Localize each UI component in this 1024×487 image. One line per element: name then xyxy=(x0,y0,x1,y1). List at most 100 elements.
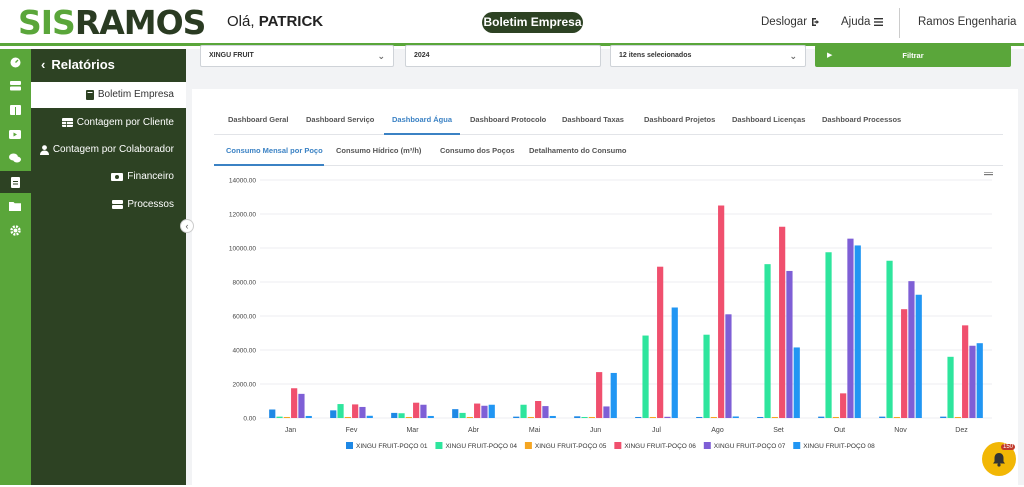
bar xyxy=(657,266,664,418)
bar xyxy=(520,404,527,418)
legend-label: XINGU FRUIT-POÇO 04 xyxy=(445,443,517,450)
tab-dashboard-projetos[interactable]: Dashboard Projetos xyxy=(644,115,716,124)
bar xyxy=(635,416,642,418)
x-tick-label: Out xyxy=(834,427,845,434)
sidebar-title[interactable]: ‹ Relatórios xyxy=(41,57,115,72)
bar xyxy=(352,404,359,418)
x-tick-label: Abr xyxy=(468,427,480,434)
bar xyxy=(610,372,617,418)
bar xyxy=(413,402,420,418)
year-select[interactable]: 2024 xyxy=(405,45,601,67)
tab-dashboard-processos[interactable]: Dashboard Processos xyxy=(822,115,902,124)
chevron-down-icon: ⌄ xyxy=(789,51,797,61)
legend-swatch xyxy=(346,442,353,449)
bar xyxy=(581,416,588,418)
bar xyxy=(466,416,473,418)
bar xyxy=(359,406,366,418)
bar xyxy=(298,393,305,418)
bar xyxy=(793,347,800,418)
legend-label: XINGU FRUIT-POÇO 08 xyxy=(803,443,875,450)
bar xyxy=(671,307,678,418)
subtab-consumo-hidrico[interactable]: Consumo Hídrico (m³/h) xyxy=(336,146,422,155)
bar xyxy=(940,416,947,418)
chat-icon[interactable] xyxy=(8,151,22,165)
server-stack-icon[interactable] xyxy=(8,79,22,93)
sidebar-item-contagem-colaborador[interactable]: Contagem por Colaborador xyxy=(39,144,174,155)
x-tick-label: Dez xyxy=(955,427,968,434)
reports-sidebar: ‹ Relatórios Boletim Empresa Contagem po… xyxy=(31,49,186,485)
subtab-detalhamento[interactable]: Detalhamento do Consumo xyxy=(529,146,627,155)
sidebar-item-contagem-cliente[interactable]: Contagem por Cliente xyxy=(61,117,174,128)
water-subtabs: Consumo Mensal por Poço Consumo Hídrico … xyxy=(214,136,1003,166)
bar xyxy=(596,372,603,418)
bar xyxy=(276,416,283,418)
table-icon xyxy=(61,118,73,127)
bar xyxy=(915,294,922,418)
logo[interactable]: SISRAMOS xyxy=(18,3,206,42)
subtab-consumo-mensal[interactable]: Consumo Mensal por Poço xyxy=(226,146,323,155)
y-tick-label: 8000.00 xyxy=(233,280,257,287)
sidebar-item-boletim-empresa[interactable]: Boletim Empresa xyxy=(31,82,186,108)
chevron-down-icon: ⌄ xyxy=(377,51,385,61)
tab-dashboard-agua[interactable]: Dashboard Água xyxy=(392,115,453,124)
tab-dashboard-servico[interactable]: Dashboard Serviço xyxy=(306,115,375,124)
bar xyxy=(291,388,298,418)
bar xyxy=(725,314,732,418)
menu-icon xyxy=(874,18,884,26)
dashboard-icon[interactable] xyxy=(8,55,22,69)
bar xyxy=(588,416,595,418)
y-tick-label: 0.00 xyxy=(243,416,256,423)
bar xyxy=(771,416,778,418)
bar xyxy=(732,416,739,418)
legend-label: XINGU FRUIT-POÇO 07 xyxy=(714,443,786,450)
notification-button[interactable]: 150 xyxy=(982,442,1016,476)
company-bulletin-pill[interactable]: Boletim Empresa xyxy=(482,12,583,33)
chevron-left-icon: ‹ xyxy=(185,221,189,231)
client-select[interactable]: XINGU FRUIT ⌄ xyxy=(200,45,394,67)
user-icon xyxy=(39,144,49,155)
bar xyxy=(535,401,542,418)
bar xyxy=(947,356,954,418)
legend-swatch xyxy=(435,442,443,449)
items-select[interactable]: 12 itens selecionados ⌄ xyxy=(610,45,806,67)
bar xyxy=(305,415,312,418)
sidebar-collapse-button[interactable]: ‹ xyxy=(180,219,194,233)
bar xyxy=(718,205,725,418)
y-tick-label: 4000.00 xyxy=(233,348,257,355)
bar xyxy=(344,416,351,418)
chart-menu-icon xyxy=(984,174,993,176)
bar xyxy=(954,416,961,418)
columns-icon[interactable] xyxy=(8,103,22,117)
bar xyxy=(962,325,969,418)
sidebar-item-processos[interactable]: Processos xyxy=(112,199,174,210)
legend-label: XINGU FRUIT-POÇO 06 xyxy=(624,443,696,450)
company-name[interactable]: Ramos Engenharia xyxy=(918,16,1017,28)
legend-swatch xyxy=(524,442,532,449)
bar xyxy=(664,416,671,418)
y-tick-label: 14000.00 xyxy=(229,178,256,185)
tab-dashboard-taxas[interactable]: Dashboard Taxas xyxy=(562,115,624,124)
logout-link[interactable]: Deslogar xyxy=(761,16,821,28)
bar xyxy=(710,416,717,418)
video-icon[interactable] xyxy=(8,127,22,141)
greeting: Olá, PATRICK xyxy=(227,13,324,30)
sidebar-item-financeiro[interactable]: Financeiro xyxy=(111,171,174,182)
bar xyxy=(901,309,908,418)
y-tick-label: 2000.00 xyxy=(233,382,257,389)
tab-dashboard-licencas[interactable]: Dashboard Licenças xyxy=(732,115,806,124)
active-tab-indicator xyxy=(384,133,460,135)
tab-dashboard-protocolo[interactable]: Dashboard Protocolo xyxy=(470,115,547,124)
y-tick-label: 10000.00 xyxy=(229,246,256,253)
user-name: PATRICK xyxy=(258,13,324,30)
report-icon[interactable] xyxy=(0,171,31,193)
tab-dashboard-geral[interactable]: Dashboard Geral xyxy=(228,115,289,124)
subtab-consumo-pocos[interactable]: Consumo dos Poços xyxy=(440,146,515,155)
bar xyxy=(330,410,337,418)
help-link[interactable]: Ajuda xyxy=(841,16,884,28)
legend-swatch xyxy=(793,442,801,449)
folder-icon[interactable] xyxy=(8,199,22,213)
bar xyxy=(405,416,412,418)
bar xyxy=(703,334,710,418)
gear-icon[interactable] xyxy=(8,223,22,237)
filter-button[interactable]: ▶ Filtrar xyxy=(815,45,1011,67)
